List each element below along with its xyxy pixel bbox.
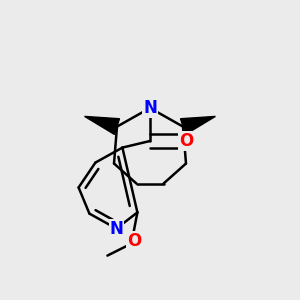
Polygon shape [85,116,119,134]
Polygon shape [181,116,215,134]
Text: O: O [127,232,142,250]
Text: N: N [110,220,123,238]
Text: N: N [143,99,157,117]
Text: O: O [179,132,193,150]
